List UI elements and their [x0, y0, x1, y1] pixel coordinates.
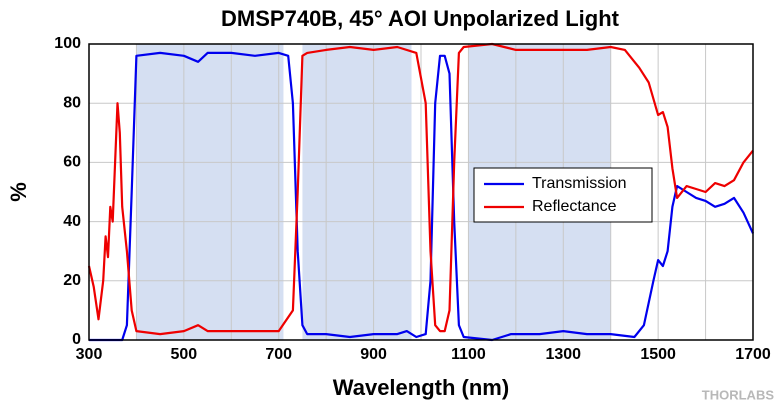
data-line	[87, 42, 754, 336]
y-axis-label: %	[6, 182, 31, 202]
legend-label: Reflectance	[532, 198, 617, 215]
y-tick-label: 20	[63, 272, 81, 289]
chart-title: DMSP740B, 45° AOI Unpolarized Light	[221, 6, 620, 31]
y-tick-label: 0	[72, 331, 81, 348]
x-tick-label: 500	[171, 346, 198, 363]
plot-frame	[88, 43, 754, 341]
legend: Transmission Reflectance	[473, 167, 653, 223]
y-tick-label: 80	[63, 94, 81, 111]
x-tick-label: 1500	[640, 346, 676, 363]
x-axis-label: Wavelength (nm)	[333, 375, 509, 400]
legend-box	[473, 167, 653, 223]
watermark: THORLABS	[702, 387, 775, 402]
shaded-region	[302, 44, 412, 340]
x-tick-label: 300	[76, 346, 103, 363]
y-tick-label: 40	[63, 213, 81, 230]
legend-label: Transmission	[532, 175, 627, 192]
x-tick-label: 1700	[735, 346, 771, 363]
y-tick-label: 60	[63, 154, 81, 171]
y-tick-label: 100	[54, 35, 81, 52]
x-tick-label: 1300	[545, 346, 581, 363]
x-tick-label: 1100	[451, 346, 486, 363]
x-tick-label: 700	[265, 346, 292, 363]
data-line	[89, 51, 754, 342]
shaded-region	[136, 44, 284, 340]
x-tick-label: 900	[360, 346, 387, 363]
